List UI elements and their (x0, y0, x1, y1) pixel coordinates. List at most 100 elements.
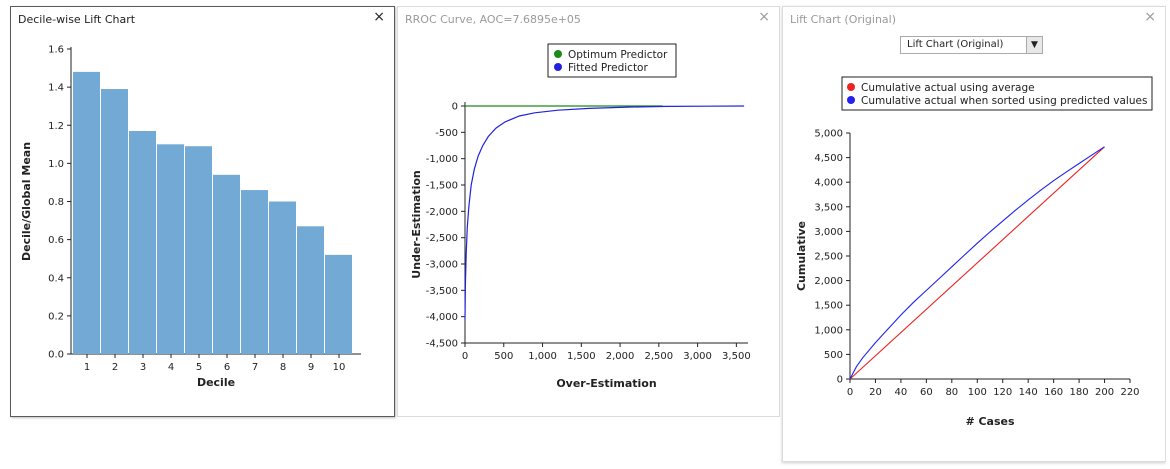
x-axis-label: Decile (197, 376, 235, 389)
x-tick-label: 80 (945, 387, 958, 398)
lift-chart-plot: 0.0 0.2 0.4 0.6 0.8 1.0 1.2 1.4 1.6 1 2 3 4 5 6 7 8 9 10 De… (20, 45, 361, 389)
y-axis-label: Cumulative (795, 221, 808, 291)
legend-marker (847, 96, 855, 104)
close-icon[interactable]: × (1144, 9, 1156, 25)
chart-type-select[interactable]: Lift Chart (Original) ▼ (900, 36, 1043, 54)
legend-box (841, 76, 1153, 111)
y-tick-label: 0 (837, 375, 843, 386)
y-tick-label: -3,000 (426, 260, 458, 271)
x-tick-label: 9 (308, 362, 314, 373)
legend-marker (847, 83, 855, 91)
y-tick-label: -2,500 (426, 233, 458, 244)
y-tick-label: 0.2 (48, 311, 64, 322)
x-tick-label: 4 (168, 362, 174, 373)
y-tick-label: 4,000 (814, 178, 843, 189)
x-tick-label: 0 (847, 387, 853, 398)
y-tick-label: 2,000 (814, 276, 843, 287)
legend-label: Fitted Predictor (568, 62, 648, 74)
chevron-down-icon[interactable]: ▼ (1026, 37, 1042, 53)
x-tick-label: 3,000 (683, 351, 712, 362)
x-tick-label: 3 (140, 362, 146, 373)
window-title: Decile-wise Lift Chart (18, 13, 136, 26)
y-tick-label: 3,500 (814, 202, 843, 213)
x-tick-label: 8 (280, 362, 286, 373)
series-line-2 (849, 146, 1105, 380)
legend-label: Cumulative actual when sorted using pred… (861, 95, 1147, 107)
legend-label: Cumulative actual using average (861, 82, 1035, 94)
y-tick-label: -2,000 (426, 207, 458, 218)
x-tick-label: 220 (1120, 387, 1139, 398)
legend-box (547, 43, 677, 78)
bar (241, 190, 268, 354)
y-tick-label: 0.8 (48, 197, 64, 208)
y-tick-label: 5,000 (814, 129, 843, 140)
lift-original-window: Lift Chart (Original) × Lift Chart (Orig… (782, 6, 1166, 462)
y-tick-label: 1.0 (48, 159, 64, 170)
close-icon[interactable]: × (373, 9, 385, 25)
y-tick-label: 500 (824, 350, 843, 361)
lift-original-plot: 0 500 1,000 1,500 2,000 2,500 3,000 3,500 4,000 4… (795, 76, 1153, 428)
bar (157, 144, 184, 354)
x-tick-label: 1,500 (567, 351, 596, 362)
y-tick-label: 1,500 (814, 301, 843, 312)
y-tick-label: 0.6 (48, 235, 64, 246)
x-tick-label: 2 (112, 362, 118, 373)
close-icon[interactable]: × (758, 9, 770, 25)
x-tick-label: 120 (993, 387, 1012, 398)
bar (73, 71, 100, 354)
x-tick-label: 140 (1019, 387, 1038, 398)
x-tick-label: 1 (84, 362, 90, 373)
y-tick-label: -1,000 (426, 154, 458, 165)
x-tick-label: 60 (920, 387, 933, 398)
y-tick-label: 0 (452, 102, 458, 113)
x-tick-label: 7 (252, 362, 258, 373)
bar (129, 130, 156, 354)
window-title: Lift Chart (Original) (790, 13, 897, 26)
x-axis-label: Over-Estimation (556, 377, 656, 390)
x-tick-label: 200 (1095, 387, 1114, 398)
y-axis-label: Decile/Global Mean (20, 142, 33, 261)
x-tick-label: 1,000 (528, 351, 557, 362)
bar (213, 174, 240, 354)
x-tick-label: 6 (224, 362, 230, 373)
y-tick-label: 4,500 (814, 153, 843, 164)
legend-label: Optimum Predictor (568, 49, 668, 61)
x-tick-label: 160 (1044, 387, 1063, 398)
y-tick-label: 0.0 (48, 350, 64, 361)
y-tick-label: 3,000 (814, 227, 843, 238)
chart-type-value: Lift Chart (Original) (907, 39, 1004, 50)
y-tick-label: 1,000 (814, 325, 843, 336)
x-tick-label: 5 (196, 362, 202, 373)
bar (101, 89, 128, 354)
x-tick-label: 0 (462, 351, 468, 362)
window-title: RROC Curve, AOC=7.6895e+05 (405, 13, 581, 26)
lift-chart-window: Decile-wise Lift Chart × 0.0 0.2 0.4 0.6 0.8… (10, 6, 395, 417)
x-tick-label: 2,500 (645, 351, 674, 362)
bar (185, 146, 212, 354)
bar (325, 254, 352, 354)
x-tick-label: 20 (869, 387, 882, 398)
legend-marker (554, 50, 562, 58)
rroc-chart-plot: 0 -500 -1,000 -1,500 -2,000 -2,500 -3,000 -3,50… (410, 43, 751, 390)
y-tick-label: 1.6 (48, 45, 64, 56)
x-tick-label: 180 (1070, 387, 1089, 398)
y-tick-label: -4,500 (426, 339, 458, 350)
series-line-2 (464, 105, 745, 320)
background-window-edge (1166, 0, 1170, 469)
y-axis-label: Under-Estimation (410, 170, 423, 278)
x-tick-label: 2,000 (606, 351, 635, 362)
bar (269, 201, 296, 354)
x-tick-label: 10 (333, 362, 346, 373)
y-tick-label: -4,000 (426, 312, 458, 323)
bar (297, 226, 324, 354)
y-tick-label: 0.4 (48, 273, 64, 284)
x-tick-label: 40 (895, 387, 908, 398)
y-tick-label: 2,500 (814, 252, 843, 263)
x-tick-label: 500 (494, 351, 513, 362)
y-tick-label: -500 (435, 128, 458, 139)
y-tick-label: 1.4 (48, 83, 64, 94)
x-tick-label: 3,500 (722, 351, 751, 362)
series-line-1 (849, 146, 1105, 380)
y-tick-label: -3,500 (426, 286, 458, 297)
rroc-chart-window: RROC Curve, AOC=7.6895e+05 × 0 -500 -1,000… (397, 6, 780, 417)
